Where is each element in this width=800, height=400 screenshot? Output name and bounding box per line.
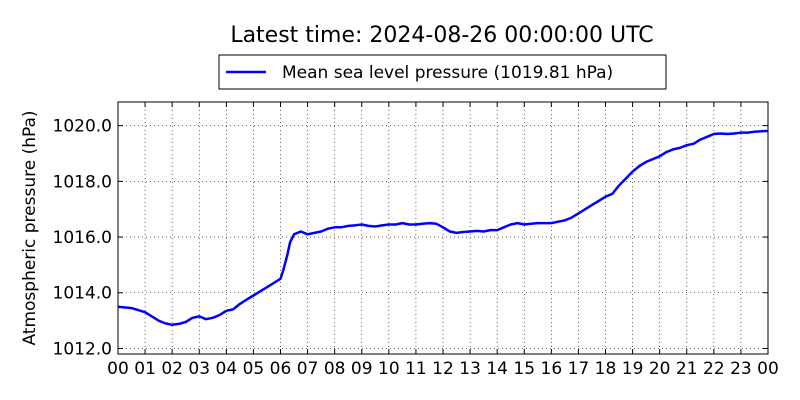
legend: Mean sea level pressure (1019.81 hPa) [218,54,667,90]
x-tick-label: 22 [703,359,725,379]
series-line-mean-sea-level-pressure [117,129,769,327]
x-tick-label: 02 [161,359,183,379]
y-tick-label: 1020.0 [53,117,112,137]
x-tick-label: 00 [757,359,779,379]
x-tick-label: 11 [405,359,427,379]
x-tick-label: 18 [595,359,617,379]
plot-area: 00 01 02 03 04 05 06 07 08 09 10 11 12 13 14 15 16 17 18 19… [53,101,779,379]
grid-lines [118,102,768,354]
y-tick-label: 1012.0 [53,339,112,359]
y-tick-label: 1014.0 [53,284,112,304]
x-tick-label: 21 [676,359,698,379]
x-tick-label: 07 [297,359,319,379]
x-tick-label: 13 [459,359,481,379]
x-tick-label: 03 [188,359,210,379]
x-tick-label: 00 [107,359,129,379]
x-tick-label: 01 [134,359,156,379]
x-tick-label: 06 [270,359,292,379]
y-tick-label: 1016.0 [53,228,112,248]
y-ticks: 1012.0 1014.0 1016.0 1018.0 1020.0 [53,117,768,359]
series-group [117,129,769,327]
x-tick-label: 20 [649,359,671,379]
legend-box [218,54,667,90]
x-tick-label: 15 [513,359,535,379]
y-axis-label: Atmospheric pressure (hPa) [20,110,40,345]
y-tick-label: 1018.0 [53,172,112,192]
x-tick-label: 14 [486,359,508,379]
x-tick-label: 19 [622,359,644,379]
x-tick-label: 09 [351,359,373,379]
x-tick-label: 12 [432,359,454,379]
x-ticks: 00 01 02 03 04 05 06 07 08 09 10 11 12 13 14 15 16 17 18 19… [107,102,779,379]
chart-title: Latest time: 2024-08-26 00:00:00 UTC [230,23,653,48]
legend-label: Mean sea level pressure (1019.81 hPa) [282,63,613,83]
x-tick-label: 04 [216,359,238,379]
x-tick-label: 16 [541,359,563,379]
x-tick-label: 23 [730,359,752,379]
x-tick-label: 10 [378,359,400,379]
x-tick-label: 05 [243,359,265,379]
x-tick-label: 17 [568,359,590,379]
x-tick-label: 08 [324,359,346,379]
